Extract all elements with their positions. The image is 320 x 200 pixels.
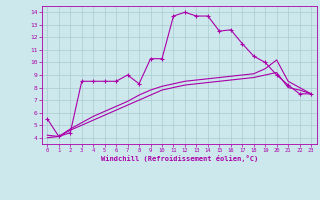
X-axis label: Windchill (Refroidissement éolien,°C): Windchill (Refroidissement éolien,°C) — [100, 155, 258, 162]
